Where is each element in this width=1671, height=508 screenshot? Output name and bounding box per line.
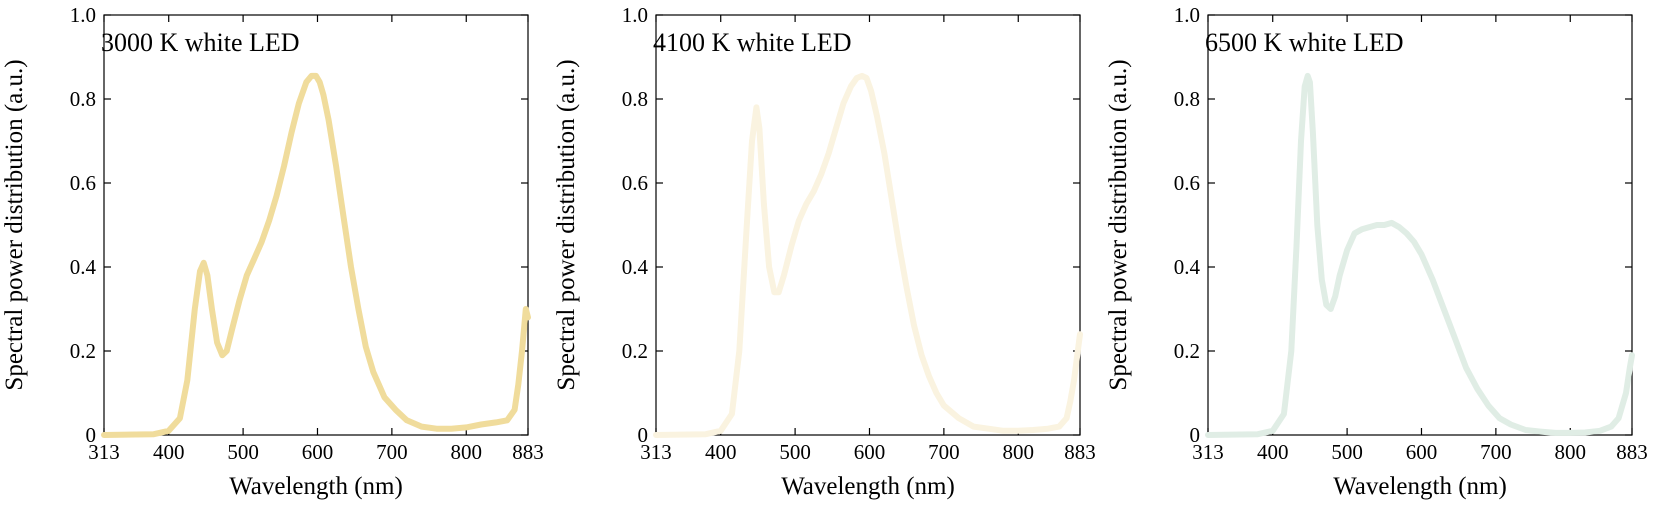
spectrum-line: [101, 72, 531, 438]
spectrum-line: [653, 72, 1083, 438]
x-tick-label: 883: [1064, 440, 1096, 464]
y-tick-labels: 0 0.2 0.4 0.6 0.8 1.0: [70, 3, 97, 447]
y-tick-label: 0: [1190, 423, 1201, 447]
x-tick-label: 400: [153, 440, 185, 464]
tick-marks: [655, 14, 1081, 436]
panel-title: 3000 K white LED: [101, 28, 300, 57]
plot-frame: [103, 14, 529, 436]
x-tick-label: 313: [1192, 440, 1224, 464]
chart-panel-6500k: 313 400 500 600 700 800 883 0 0.2 0.4 0.6 0.8 1.0 6…: [1105, 3, 1648, 500]
x-tick-label: 500: [1331, 440, 1363, 464]
x-tick-label: 313: [88, 440, 120, 464]
x-axis-title: Wavelength (nm): [1333, 473, 1507, 500]
spectrum-line: [1205, 72, 1635, 438]
x-tick-labels: 313 400 500 600 700 800 883: [88, 440, 544, 464]
y-tick-label: 0.2: [622, 339, 648, 363]
y-tick-label: 1.0: [70, 3, 96, 27]
y-axis-title: Spectral power distribution (a.u.): [1, 59, 28, 390]
x-tick-label: 400: [705, 440, 737, 464]
chart-panel-4100k: 313 400 500 600 700 800 883 0 0.2 0.4 0.6 0.8 1.0 4…: [553, 3, 1096, 500]
y-tick-label: 0.6: [622, 171, 648, 195]
x-tick-label: 700: [928, 440, 960, 464]
y-tick-label: 0: [86, 423, 97, 447]
x-tick-label: 500: [227, 440, 258, 464]
tick-marks: [1207, 14, 1633, 436]
y-tick-label: 0: [638, 423, 649, 447]
x-tick-label: 600: [854, 440, 886, 464]
plot-frame: [1207, 14, 1633, 436]
y-tick-label: 0.2: [1174, 339, 1200, 363]
y-axis-title: Spectral power distribution (a.u.): [1105, 59, 1132, 390]
y-tick-label: 0.8: [1174, 87, 1200, 111]
x-axis-title: Wavelength (nm): [781, 473, 955, 500]
x-tick-label: 800: [451, 440, 483, 464]
chart-panel-3000k: 313 400 500 600 700 800 883 0 0.2 0.4 0.6 0.8 1.0 3…: [1, 3, 544, 500]
y-axis-title: Spectral power distribution (a.u.): [553, 59, 580, 390]
y-tick-label: 0.8: [622, 87, 648, 111]
y-tick-label: 0.2: [70, 339, 96, 363]
x-tick-label: 400: [1257, 440, 1289, 464]
panel-title: 4100 K white LED: [653, 28, 852, 57]
panel-title: 6500 K white LED: [1205, 28, 1404, 57]
x-tick-label: 883: [1616, 440, 1648, 464]
y-tick-label: 0.6: [70, 171, 96, 195]
y-tick-label: 0.8: [70, 87, 96, 111]
x-tick-label: 600: [302, 440, 334, 464]
y-tick-label: 0.6: [1174, 171, 1200, 195]
x-tick-label: 700: [376, 440, 408, 464]
x-tick-labels: 313 400 500 600 700 800 883: [1192, 440, 1648, 464]
x-tick-label: 700: [1480, 440, 1512, 464]
x-tick-label: 500: [779, 440, 811, 464]
x-tick-label: 800: [1003, 440, 1035, 464]
x-tick-label: 800: [1555, 440, 1587, 464]
y-tick-label: 0.4: [622, 255, 649, 279]
x-tick-labels: 313 400 500 600 700 800 883: [640, 440, 1096, 464]
x-tick-label: 883: [512, 440, 544, 464]
y-tick-label: 0.4: [1174, 255, 1201, 279]
y-tick-label: 1.0: [622, 3, 648, 27]
y-tick-label: 1.0: [1174, 3, 1200, 27]
y-tick-labels: 0 0.2 0.4 0.6 0.8 1.0: [622, 3, 649, 447]
x-tick-label: 600: [1406, 440, 1438, 464]
plot-frame: [655, 14, 1081, 436]
y-tick-labels: 0 0.2 0.4 0.6 0.8 1.0: [1174, 3, 1201, 447]
tick-marks: [103, 14, 529, 436]
x-tick-label: 313: [640, 440, 672, 464]
x-axis-title: Wavelength (nm): [229, 473, 403, 500]
y-tick-label: 0.4: [70, 255, 97, 279]
